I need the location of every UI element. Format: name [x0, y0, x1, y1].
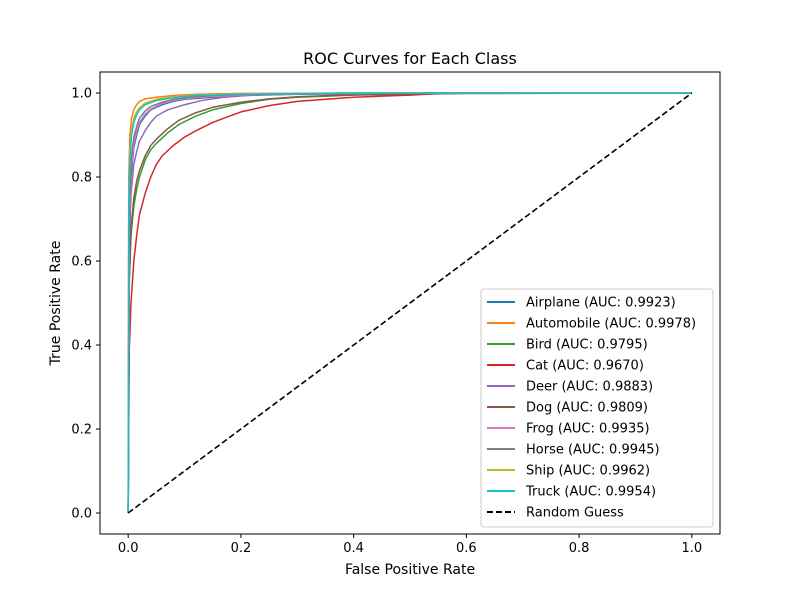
legend: Airplane (AUC: 0.9923) Automobile (AUC: 0…	[480, 288, 714, 528]
plot-frame	[99, 71, 721, 535]
legend-label: Deer (AUC: 0.9883)	[526, 380, 653, 395]
y-tick-label: 0.0	[71, 507, 92, 522]
y-axis-label: True Positive Rate	[48, 241, 64, 367]
x-tick-label: 0.8	[569, 541, 590, 556]
x-tick-label: 0.0	[118, 541, 139, 556]
y-axis: 0.0 0.2 0.4 0.6 0.8 1.0	[71, 87, 100, 522]
y-tick-label: 0.8	[71, 171, 92, 186]
legend-label: Airplane (AUC: 0.9923)	[526, 296, 676, 311]
x-tick-label: 1.0	[681, 541, 702, 556]
series-line-5	[127, 92, 692, 514]
legend-label: Horse (AUC: 0.9945)	[526, 443, 660, 458]
series-line-9	[127, 92, 692, 514]
legend-label: Cat (AUC: 0.9670)	[526, 359, 644, 374]
legend-frame	[480, 288, 714, 528]
legend-label: Frog (AUC: 0.9935)	[526, 422, 650, 437]
legend-label: Dog (AUC: 0.9809)	[526, 401, 648, 416]
series-line-10	[127, 92, 693, 514]
series-line-3	[127, 92, 692, 514]
x-tick-label: 0.2	[231, 541, 252, 556]
series-layer	[127, 92, 693, 514]
y-tick-label: 0.2	[71, 423, 92, 438]
legend-label: Truck (AUC: 0.9954)	[525, 485, 656, 500]
x-tick-label: 0.4	[343, 541, 364, 556]
y-tick-label: 1.0	[71, 87, 92, 102]
y-tick-label: 0.6	[71, 255, 92, 270]
x-axis-label: False Positive Rate	[345, 562, 475, 578]
legend-label: Random Guess	[526, 506, 624, 521]
chart-title: ROC Curves for Each Class	[303, 49, 517, 68]
x-axis: 0.0 0.2 0.4 0.6 0.8 1.0	[118, 534, 702, 556]
legend-label: Bird (AUC: 0.9795)	[526, 338, 648, 353]
y-tick-label: 0.4	[71, 339, 92, 354]
legend-label: Automobile (AUC: 0.9978)	[526, 317, 696, 332]
legend-label: Ship (AUC: 0.9962)	[526, 464, 650, 479]
x-tick-label: 0.6	[456, 541, 477, 556]
